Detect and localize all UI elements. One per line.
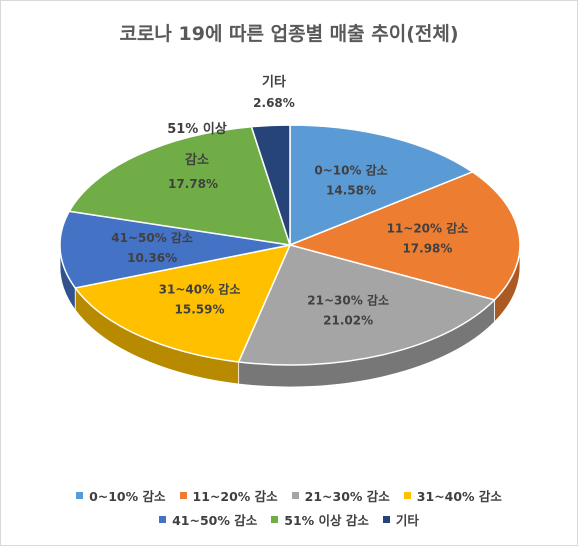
- legend-swatch: [159, 515, 167, 523]
- data-label-name-2: 21~30% 감소: [307, 292, 389, 307]
- legend-row: 41~50% 감소 51% 이상 감소 기타: [9, 507, 569, 531]
- pie-slice-4[interactable]: [59, 210, 291, 289]
- data-label-name-5: 51% 이상: [167, 121, 227, 137]
- data-label-name-6: 기타: [262, 74, 286, 90]
- legend: 0~10% 감소 11~20% 감소 21~30% 감소 31~40% 감소 41~5…: [9, 483, 569, 531]
- legend-row: 0~10% 감소 11~20% 감소 21~30% 감소 31~40% 감소: [9, 483, 569, 507]
- legend-swatch: [76, 491, 84, 499]
- pie-slice-2[interactable]: [237, 244, 496, 366]
- legend-swatch: [179, 491, 187, 499]
- data-label-name-1: 11~20% 감소: [387, 221, 469, 236]
- legend-item: 21~30% 감소: [291, 486, 390, 505]
- data-label-value-4: 10.36%: [127, 251, 177, 265]
- legend-item: 0~10% 감소: [76, 486, 166, 505]
- legend-swatch: [403, 491, 411, 499]
- legend-item: 41~50% 감소: [159, 510, 257, 529]
- data-label-value-0: 14.58%: [326, 183, 376, 197]
- data-label-name-3: 31~40% 감소: [159, 281, 241, 296]
- pie-slice-0[interactable]: [289, 124, 475, 247]
- pie-slices: [59, 124, 521, 366]
- pie-slice-6[interactable]: [250, 124, 291, 246]
- data-label-value-5: 17.78%: [168, 177, 218, 191]
- legend-label: 0~10% 감소: [89, 488, 166, 504]
- data-label-value-1: 17.98%: [402, 242, 452, 256]
- legend-item: 51% 이상 감소: [271, 510, 369, 529]
- data-label-value-6: 2.68%: [253, 96, 295, 110]
- pie-chart: 0~10% 감소 14.58% 11~20% 감소 17.98% 21~30% 감소 21…: [59, 74, 521, 388]
- legend-label: 11~20% 감소: [192, 488, 278, 504]
- legend-item: 31~40% 감소: [403, 486, 502, 505]
- data-label-value-3: 15.59%: [175, 302, 225, 316]
- legend-label: 31~40% 감소: [416, 488, 502, 504]
- pie-slice-3[interactable]: [73, 243, 292, 363]
- legend-item: 11~20% 감소: [179, 486, 278, 505]
- legend-label: 41~50% 감소: [172, 512, 258, 528]
- legend-swatch: [291, 491, 299, 499]
- pie-slice-1[interactable]: [287, 171, 521, 301]
- legend-swatch: [382, 515, 390, 523]
- legend-label: 21~30% 감소: [304, 488, 390, 504]
- pie-slice-5[interactable]: [68, 125, 292, 246]
- chart-title: 코로나 19에 따른 업종별 매출 추이(전체): [119, 23, 459, 45]
- data-labels: 0~10% 감소 14.58% 11~20% 감소 17.98% 21~30% 감소 21…: [111, 74, 468, 327]
- data-label-name-4: 41~50% 감소: [111, 230, 193, 245]
- legend-label: 51% 이상 감소: [284, 512, 369, 528]
- data-label-value-2: 21.02%: [323, 313, 373, 327]
- data-label-name-0: 0~10% 감소: [314, 162, 387, 177]
- legend-item: 기타: [382, 510, 419, 529]
- legend-swatch: [271, 515, 279, 523]
- legend-label: 기타: [395, 512, 419, 528]
- data-label-name-5b: 감소: [185, 153, 209, 168]
